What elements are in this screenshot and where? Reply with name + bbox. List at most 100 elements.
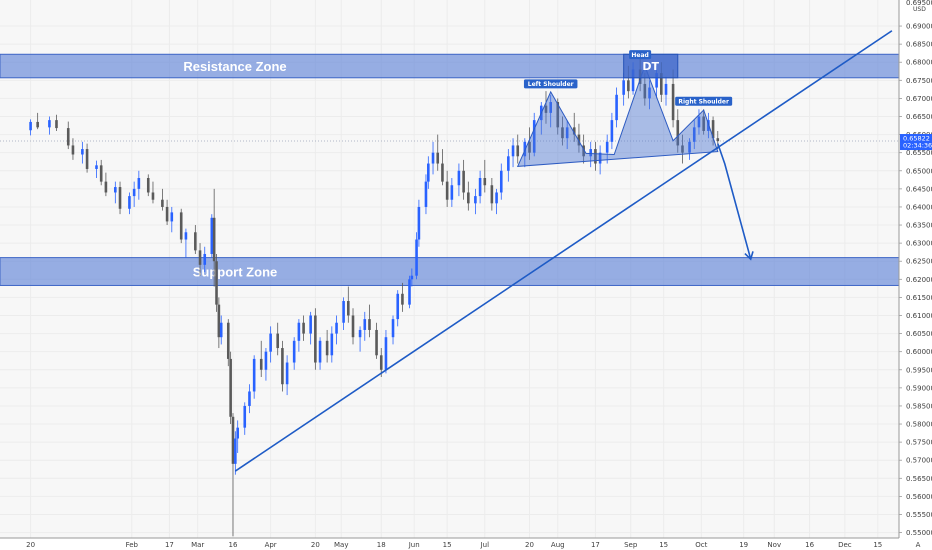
candle-body [229,358,232,417]
candle-body [128,196,131,209]
candle-body [231,416,235,464]
x-tick-label: 20 [26,541,35,549]
candle-body [396,293,400,320]
candle-body [347,301,350,316]
candle-body [85,149,89,169]
candle-body [490,185,494,204]
double-top-label: DT [642,60,659,73]
y-tick-label-top: 0.69500 [906,0,932,7]
callout-label: Right Shoulder [678,99,729,106]
candle-body [577,134,581,146]
x-tick-label: Dec [838,541,852,549]
candle-body [184,232,188,240]
candle-body [114,187,117,193]
candle-body [358,329,362,338]
candle-body [707,120,710,131]
candle-body [99,165,103,182]
support-zone-label: Support Zone [193,265,278,280]
x-tick-label: 20 [311,541,320,549]
candle-body [474,196,477,204]
candle-body [528,141,531,153]
candle-body [215,261,218,305]
candle-body [292,340,296,363]
candle-body [681,145,684,153]
candle-body [467,192,470,204]
candle-body [363,319,367,330]
axis-corner-label: A [916,541,921,549]
current-price-value: 0.65822 [903,135,930,143]
candle-body [325,340,329,356]
candle-body [594,149,597,164]
candle-body [170,212,174,222]
x-tick-label: 20 [525,541,534,549]
drawings: DT Left Shoulder Head Right Shoulder [234,30,893,472]
current-price-countdown: 02:34:36 [903,142,932,150]
candle-body [375,329,378,356]
candle-body [95,165,98,169]
candle-body [234,438,237,464]
candle-body [660,73,663,95]
candle-body [55,120,58,129]
candle-body [711,120,715,139]
candle-body [671,83,675,121]
x-tick-label: 16 [229,541,238,549]
candle-body [427,163,430,182]
candle-body [401,293,404,305]
candle-body [544,105,548,113]
candle-body [48,120,51,128]
candle-body [203,253,207,265]
candle-body [692,127,696,142]
candle-body [281,348,284,385]
candle-body [36,121,39,128]
candle-body [384,337,388,370]
candle-body [269,333,272,352]
candle-body [335,322,338,334]
candle-body [589,149,593,157]
candle-body [243,405,247,428]
candle-body [297,322,301,341]
x-tick-label: Feb [126,541,139,549]
x-tick-label: 17 [591,541,600,549]
candle-body [716,138,720,142]
candle-body [330,333,334,356]
currency-label: USD [913,6,926,13]
candle-body [598,152,602,164]
candle-body [462,170,465,193]
candle-body [118,187,122,209]
candle-body [194,232,197,251]
candle-body [391,319,395,338]
x-tick-label: 15 [659,541,668,549]
x-tick-label: 17 [165,541,174,549]
candle-body [252,358,256,392]
candle-body [478,178,482,197]
candle-body [549,102,552,113]
x-tick-label: Apr [265,541,277,549]
x-tick-label: 16 [805,541,814,549]
candle-body [179,212,183,240]
candle-body [495,192,498,204]
candle-body [81,149,84,155]
candle-body [264,351,268,370]
candle-body [507,156,510,171]
candle-body [424,181,428,207]
candle-body [450,185,454,200]
candle-body [210,217,214,254]
candle-body [161,199,164,207]
candle-body [104,181,108,193]
candle-body [276,333,280,349]
